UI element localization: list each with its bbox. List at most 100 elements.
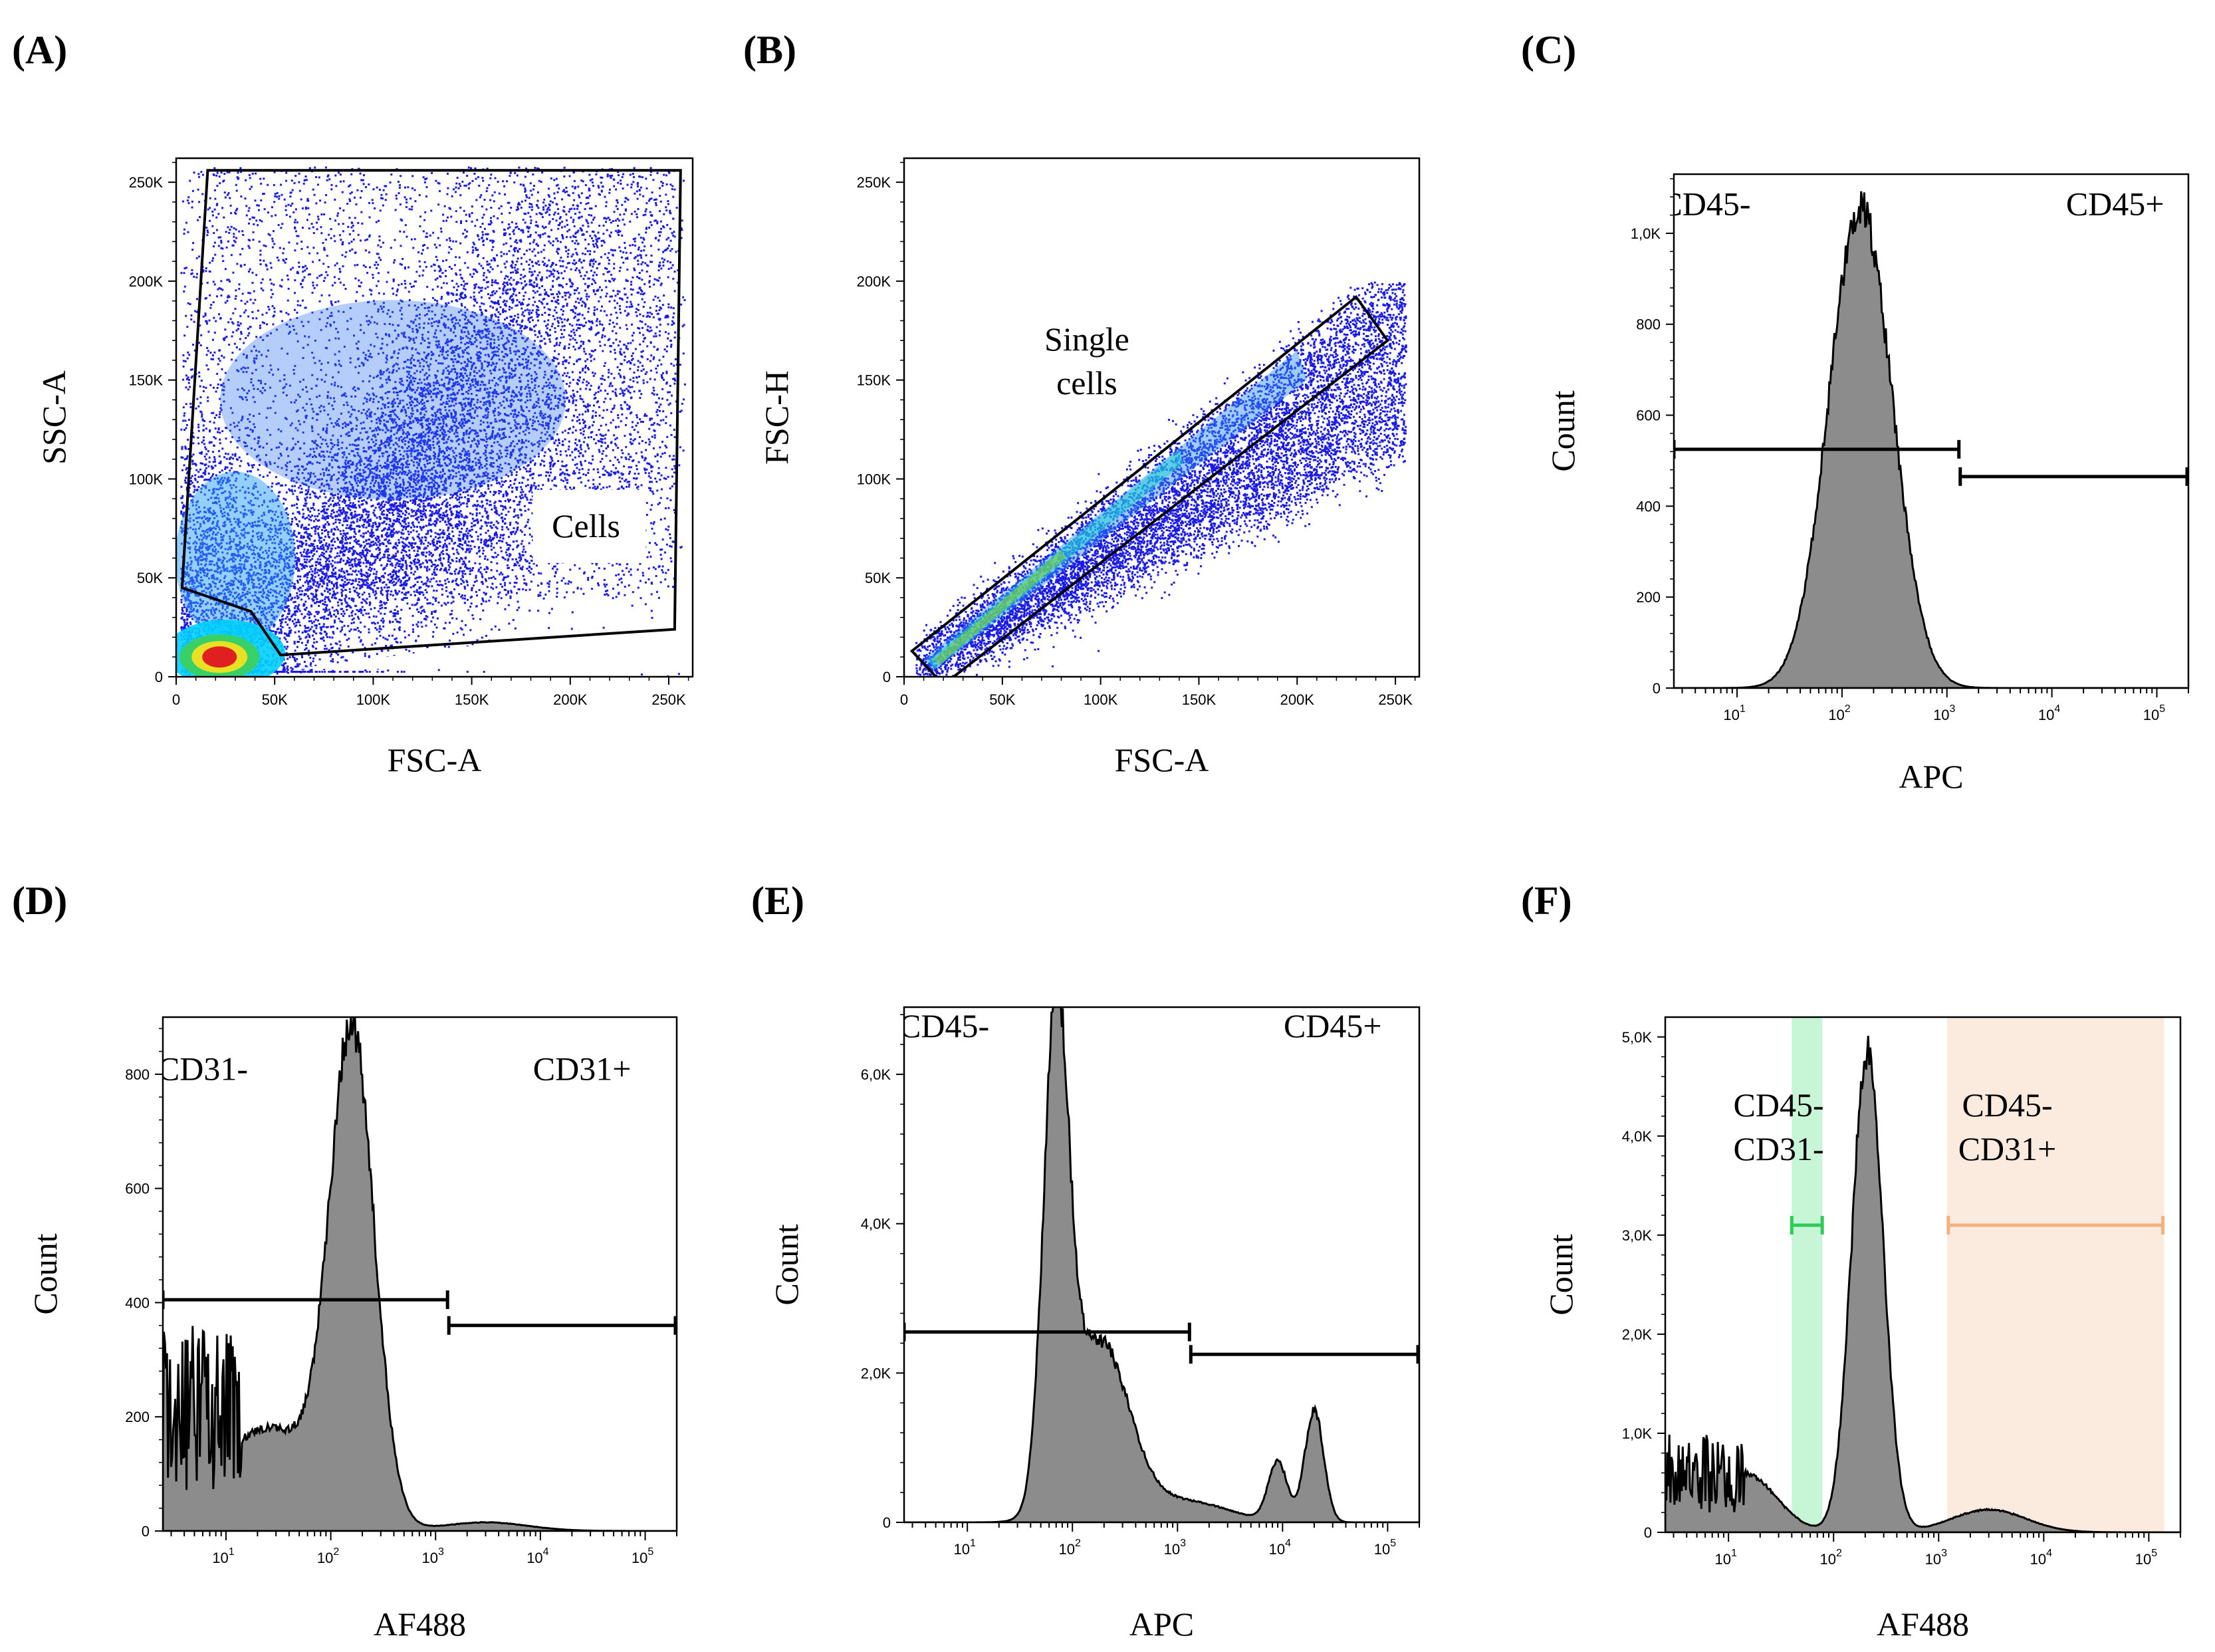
x-tick-label: 100K (1084, 691, 1118, 708)
y-tick-label: 250K (129, 174, 164, 191)
y-tick-label: 0 (155, 669, 163, 685)
x-tick-label: 103 (422, 1546, 444, 1566)
gate-label: cells (1056, 364, 1117, 402)
panel-label: (E) (751, 879, 804, 923)
y-tick-label: 6,0K (861, 1066, 891, 1083)
plot-frame (903, 157, 1421, 678)
x-axis-label: AF488 (1877, 1605, 1969, 1643)
gate-polygon (180, 169, 682, 657)
y-tick-label: 800 (125, 1066, 150, 1083)
x-tick-label: 105 (2135, 1548, 2157, 1568)
gate-label: CD31+ (1958, 1130, 2057, 1167)
panel-label: (A) (12, 28, 67, 72)
x-axis-label: AF488 (374, 1605, 466, 1643)
panel-label: (D) (12, 879, 67, 923)
x-tick-label: 150K (455, 691, 489, 708)
y-tick-label: 4,0K (1622, 1128, 1653, 1145)
gate-label: CD45+ (1284, 1007, 1382, 1044)
x-tick-label: 150K (1182, 691, 1217, 708)
y-axis-label: Count (1542, 1234, 1579, 1315)
gate-label-bg (532, 489, 646, 563)
density-core (202, 646, 237, 668)
gate-label: CD45- (899, 1007, 989, 1044)
x-axis-label: FSC-A (388, 741, 482, 778)
y-tick-label: 2,0K (861, 1365, 891, 1381)
y-tick-label: 0 (142, 1523, 150, 1540)
y-tick-label: 100K (129, 471, 164, 487)
x-tick-label: 104 (2030, 1548, 2052, 1568)
y-tick-label: 50K (865, 570, 891, 586)
panel-e: (E) CD45- CD45+ 101 102 103 104 105 0 2,0K 4,0K 6,0… (751, 879, 1421, 1643)
gate-label: CD31- (158, 1050, 248, 1087)
plot-area: CD45- CD45+ (899, 1007, 1419, 1522)
y-tick-label: 0 (883, 1514, 891, 1531)
gate-band (1946, 1017, 2164, 1532)
panel-f: (F) CD45- CD31- CD45- CD31+ 101 102 103 104 105 0 1… (1521, 879, 2182, 1643)
y-tick-label: 400 (1636, 498, 1661, 515)
gate-label: Cells (552, 507, 620, 544)
x-tick-label: 102 (1828, 703, 1850, 723)
y-tick-label: 50K (137, 570, 163, 586)
x-tick-label: 104 (2038, 703, 2060, 723)
empty-region (294, 617, 693, 669)
x-tick-label: 101 (1723, 703, 1745, 723)
x-tick-label: 102 (1059, 1538, 1081, 1558)
x-tick-label: 104 (1269, 1538, 1291, 1558)
plot-area: CD45- CD31- CD45- CD31+ (1665, 1017, 2180, 1532)
density-core (220, 300, 566, 500)
panel-label: (C) (1521, 28, 1576, 72)
y-tick-label: 4,0K (861, 1216, 891, 1233)
x-axis-label: APC (1129, 1605, 1194, 1643)
plot-area: Single cells (909, 281, 1407, 677)
gate-band (1792, 1017, 1823, 1532)
x-tick-label: 103 (1933, 703, 1955, 723)
gate-label: CD31+ (533, 1050, 632, 1087)
y-tick-label: 1,0K (1631, 225, 1661, 242)
histogram-area (904, 1007, 1419, 1522)
plot-area: CD45- CD45+ (1674, 185, 2188, 688)
y-tick-label: 150K (129, 372, 164, 389)
y-axis-label: Count (768, 1224, 805, 1305)
x-tick-label: 103 (1925, 1548, 1947, 1568)
x-tick-label: 105 (1374, 1538, 1396, 1558)
panel-b: (B) Single cells 0 50K 100K 150K 200K 250K 0 50K 10… (743, 28, 1421, 778)
x-tick-label: 100K (356, 691, 391, 708)
y-tick-label: 100K (857, 471, 891, 487)
y-axis-label: FSC-H (758, 370, 795, 465)
y-tick-label: 150K (857, 372, 891, 389)
y-tick-label: 200 (125, 1409, 150, 1425)
gate-polygon (909, 295, 1390, 677)
y-tick-label: 2,0K (1622, 1326, 1653, 1343)
y-axis-label: SSC-A (35, 370, 72, 465)
y-axis-label: Count (1544, 390, 1581, 471)
density-core (176, 471, 295, 645)
panel-d: (D) CD31- CD31+ 101 102 103 104 105 0 200 400 600 80… (12, 879, 678, 1643)
x-tick-label: 50K (262, 691, 288, 708)
x-tick-label: 102 (317, 1546, 339, 1566)
plot-frame (1673, 173, 2190, 689)
plot-frame (175, 157, 694, 678)
y-tick-label: 5,0K (1622, 1029, 1653, 1046)
y-tick-label: 0 (1653, 680, 1661, 697)
plot-area: Cells (176, 166, 693, 677)
y-tick-label: 800 (1636, 316, 1661, 333)
x-tick-label: 102 (1820, 1548, 1842, 1568)
histogram-area (1674, 191, 2188, 688)
x-tick-label: 104 (526, 1546, 548, 1566)
y-axis-label: Count (27, 1233, 64, 1314)
y-tick-label: 200 (1636, 589, 1661, 606)
density-core (933, 550, 1066, 665)
panel-a: (A) Cells 0 50K 100K 150K 200K 250K 0 50K 100K 150K… (12, 28, 694, 778)
panel-c: (C) CD45- CD45+ 101 102 103 104 105 0 200 400 600 80… (1521, 28, 2190, 795)
x-tick-label: 250K (651, 691, 686, 708)
x-axis-label: FSC-A (1115, 741, 1209, 778)
plot-area: CD31- CD31+ (158, 1017, 677, 1531)
gate-label: CD45+ (2066, 185, 2164, 223)
x-tick-label: 200K (553, 691, 588, 708)
y-tick-label: 1,0K (1622, 1425, 1653, 1442)
x-tick-label: 105 (2143, 703, 2165, 723)
y-tick-label: 600 (1636, 408, 1661, 424)
gate-label: CD31- (1734, 1130, 1824, 1167)
x-tick-label: 101 (212, 1546, 234, 1566)
